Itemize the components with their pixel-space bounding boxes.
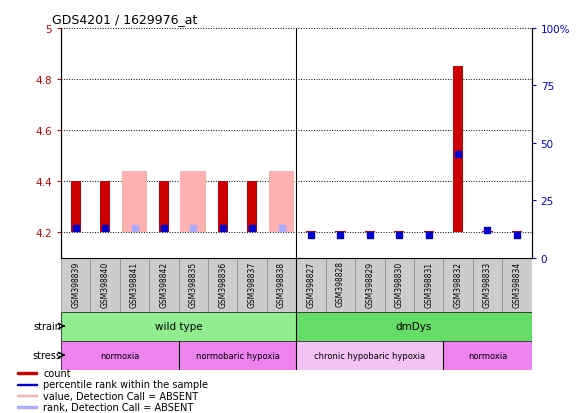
Text: GSM398831: GSM398831 — [424, 261, 433, 307]
Bar — [91, 258, 120, 312]
Bar — [296, 312, 532, 341]
Text: rank, Detection Call = ABSENT: rank, Detection Call = ABSENT — [43, 402, 193, 412]
Bar — [61, 258, 91, 312]
Text: GSM398835: GSM398835 — [189, 261, 198, 307]
Bar — [365, 231, 375, 233]
Text: GSM398842: GSM398842 — [159, 261, 168, 307]
Text: count: count — [43, 368, 71, 378]
Text: GSM398827: GSM398827 — [307, 261, 315, 307]
Bar — [121, 171, 148, 233]
Point — [277, 225, 286, 232]
Bar — [100, 182, 110, 233]
Text: GSM398828: GSM398828 — [336, 261, 345, 307]
Text: GSM398839: GSM398839 — [71, 261, 80, 307]
Text: value, Detection Call = ABSENT: value, Detection Call = ABSENT — [43, 391, 198, 401]
Text: percentile rank within the sample: percentile rank within the sample — [43, 380, 208, 389]
Text: normoxia: normoxia — [468, 351, 507, 360]
Point — [248, 225, 257, 232]
Text: stress: stress — [32, 350, 61, 360]
Bar — [424, 231, 434, 233]
Bar — [17, 384, 37, 385]
Bar — [238, 258, 267, 312]
Point — [71, 225, 80, 232]
Text: GDS4201 / 1629976_at: GDS4201 / 1629976_at — [52, 13, 197, 26]
Bar — [482, 231, 493, 233]
Text: GSM398830: GSM398830 — [394, 261, 404, 307]
Bar — [149, 258, 179, 312]
Bar — [181, 171, 206, 233]
Bar — [120, 258, 149, 312]
Text: dmDys: dmDys — [396, 321, 432, 331]
Bar — [512, 231, 522, 233]
Bar — [70, 182, 81, 233]
Text: chronic hypobaric hypoxia: chronic hypobaric hypoxia — [314, 351, 425, 360]
Bar — [277, 231, 287, 233]
Point — [218, 225, 227, 232]
Bar — [61, 312, 296, 341]
Bar — [473, 258, 502, 312]
Bar — [335, 231, 346, 233]
Bar — [179, 341, 296, 370]
Bar — [453, 67, 463, 233]
Bar — [218, 182, 228, 233]
Bar — [443, 341, 532, 370]
Bar — [267, 258, 296, 312]
Bar — [296, 341, 443, 370]
Text: normoxia: normoxia — [100, 351, 139, 360]
Bar — [247, 182, 257, 233]
Bar — [394, 231, 404, 233]
Point — [336, 232, 345, 238]
Point — [189, 225, 198, 232]
Bar — [306, 231, 316, 233]
Text: GSM398837: GSM398837 — [248, 261, 257, 307]
Bar — [130, 231, 139, 233]
Point — [483, 227, 492, 234]
Bar — [502, 258, 532, 312]
Text: strain: strain — [33, 321, 61, 331]
Text: wild type: wild type — [155, 321, 202, 331]
Text: GSM398834: GSM398834 — [512, 261, 521, 307]
Bar — [443, 258, 473, 312]
Point — [365, 232, 375, 238]
Bar — [269, 171, 295, 233]
Text: GSM398832: GSM398832 — [454, 261, 462, 307]
Point — [101, 225, 110, 232]
Point — [512, 232, 522, 238]
Text: GSM398833: GSM398833 — [483, 261, 492, 307]
Text: GSM398838: GSM398838 — [277, 261, 286, 307]
Bar — [208, 258, 238, 312]
Bar — [355, 258, 385, 312]
Point — [394, 232, 404, 238]
Bar — [385, 258, 414, 312]
Point — [424, 232, 433, 238]
Bar — [17, 395, 37, 396]
Point — [306, 232, 315, 238]
Point — [453, 152, 462, 158]
Bar — [17, 406, 37, 408]
Bar — [179, 258, 208, 312]
Bar — [296, 258, 326, 312]
Text: normobaric hypoxia: normobaric hypoxia — [196, 351, 279, 360]
Text: GSM398841: GSM398841 — [130, 261, 139, 307]
Text: GSM398829: GSM398829 — [365, 261, 374, 307]
Bar — [61, 341, 179, 370]
Bar — [326, 258, 355, 312]
Bar — [414, 258, 443, 312]
Bar — [17, 373, 37, 374]
Point — [159, 225, 168, 232]
Text: GSM398836: GSM398836 — [218, 261, 227, 307]
Point — [130, 225, 139, 232]
Bar — [159, 182, 169, 233]
Bar — [188, 231, 199, 233]
Text: GSM398840: GSM398840 — [101, 261, 110, 307]
